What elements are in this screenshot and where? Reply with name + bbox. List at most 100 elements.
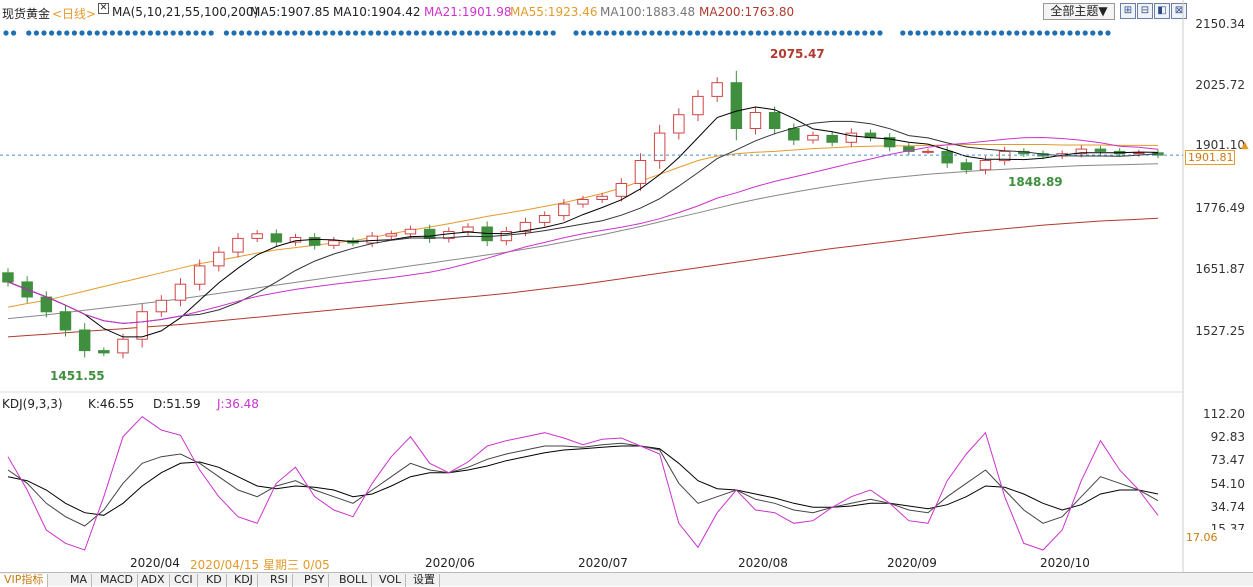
- event-dot: [307, 30, 313, 36]
- candle-body: [78, 329, 91, 352]
- event-dot: [1097, 30, 1103, 36]
- layout-panel-icon[interactable]: ◧: [1154, 3, 1170, 19]
- candle-body: [577, 199, 589, 205]
- event-dot: [269, 30, 275, 36]
- event-dot: [588, 30, 594, 36]
- ma55-value: MA55:1923.46: [510, 5, 598, 19]
- event-dot: [603, 30, 610, 36]
- tab-macd[interactable]: MACD: [96, 574, 138, 587]
- event-dot: [634, 30, 640, 36]
- event-dot: [109, 30, 115, 36]
- price-tick-3: 1901.10: [1195, 138, 1245, 152]
- event-dot: [999, 30, 1005, 36]
- event-dot: [26, 30, 32, 36]
- candle-body: [40, 296, 53, 313]
- event-dot: [254, 30, 260, 36]
- event-dot: [512, 30, 518, 36]
- ma5-line: [7, 106, 1159, 338]
- event-dot: [1021, 30, 1027, 36]
- kdj-tick-6: 15.37: [1210, 522, 1245, 530]
- event-dot: [573, 30, 579, 36]
- event-dot: [809, 30, 815, 36]
- event-dot: [786, 30, 792, 36]
- layout-split-icon[interactable]: ⊟: [1137, 3, 1153, 19]
- event-dot: [619, 30, 625, 36]
- event-dot: [748, 30, 754, 36]
- event-dot: [474, 30, 480, 36]
- tab-ma[interactable]: MA: [66, 574, 93, 587]
- event-dot: [178, 30, 184, 36]
- tab-kd[interactable]: KD: [202, 574, 227, 587]
- kdj-j-line: [7, 416, 1159, 551]
- kdj-d-value: D:51.59: [153, 397, 201, 411]
- candle-body: [768, 112, 781, 129]
- event-dot: [94, 30, 100, 36]
- candle-body: [749, 112, 762, 129]
- event-dot: [277, 30, 283, 36]
- period-selector[interactable]: <日线>: [52, 7, 97, 21]
- event-dot: [961, 30, 967, 36]
- event-dot: [322, 30, 328, 36]
- event-dot: [793, 30, 800, 36]
- candle-body: [270, 233, 283, 243]
- kdj-tick-3: 73.47: [1210, 453, 1245, 467]
- ma5-value: MA5:1907.85: [250, 5, 330, 19]
- event-dot: [778, 30, 784, 36]
- event-dot: [520, 30, 526, 36]
- kdj-d-line: [7, 445, 1159, 516]
- event-dot: [1014, 30, 1020, 36]
- candle-body: [155, 299, 168, 313]
- event-dot: [672, 30, 678, 36]
- event-dot: [223, 30, 229, 36]
- kdj-k-value: K:46.55: [88, 397, 135, 411]
- event-dot: [915, 30, 921, 36]
- layout-grid-icon[interactable]: ⊞: [1120, 3, 1136, 19]
- event-dot: [1067, 30, 1073, 36]
- tab-psy[interactable]: PSY: [300, 574, 330, 587]
- candle-body: [634, 160, 647, 184]
- tab-boll[interactable]: BOLL: [335, 574, 373, 587]
- event-dot: [239, 30, 245, 36]
- event-dot: [330, 30, 336, 36]
- event-dot: [771, 30, 777, 36]
- tab-vol[interactable]: VOL: [375, 574, 407, 587]
- tab-rsi[interactable]: RSI: [266, 574, 293, 587]
- event-dot: [413, 30, 419, 36]
- instrument-name: 现货黄金: [2, 7, 51, 21]
- ma-toggle-icon[interactable]: ✕: [98, 3, 109, 14]
- event-dot: [505, 30, 511, 36]
- event-dot: [710, 30, 716, 36]
- event-dot: [155, 30, 161, 36]
- event-dot: [353, 30, 359, 36]
- event-dot: [725, 30, 731, 36]
- event-dot: [436, 30, 442, 36]
- theme-selector-button[interactable]: 全部主题▼: [1043, 3, 1115, 20]
- event-dot: [1082, 30, 1088, 36]
- event-dot: [1059, 30, 1065, 36]
- event-dot: [930, 30, 936, 36]
- candle-body: [558, 203, 570, 217]
- event-dot: [185, 30, 191, 36]
- event-dot: [299, 30, 305, 36]
- event-dot: [383, 30, 389, 36]
- tab-vip[interactable]: VIP指标: [0, 574, 49, 587]
- candle-body: [960, 162, 973, 171]
- event-dot: [657, 30, 663, 36]
- event-dot: [543, 30, 549, 36]
- tab-cci[interactable]: CCI: [170, 574, 198, 587]
- event-dot: [626, 30, 632, 36]
- date-label-apr: 2020/04: [130, 556, 180, 570]
- candle-body: [366, 235, 378, 244]
- event-dot: [489, 30, 495, 36]
- event-dot: [611, 30, 617, 36]
- kdj-k-line: [7, 442, 1159, 527]
- date-label-jul: 2020/07: [578, 556, 628, 570]
- tab-adx[interactable]: ADX: [137, 574, 170, 587]
- tab-settings[interactable]: 设置: [409, 574, 440, 587]
- event-dot: [953, 30, 959, 36]
- event-dot: [923, 30, 929, 36]
- event-dot: [11, 30, 17, 36]
- candle-body: [998, 150, 1011, 162]
- tab-kdj[interactable]: KDJ: [230, 574, 258, 587]
